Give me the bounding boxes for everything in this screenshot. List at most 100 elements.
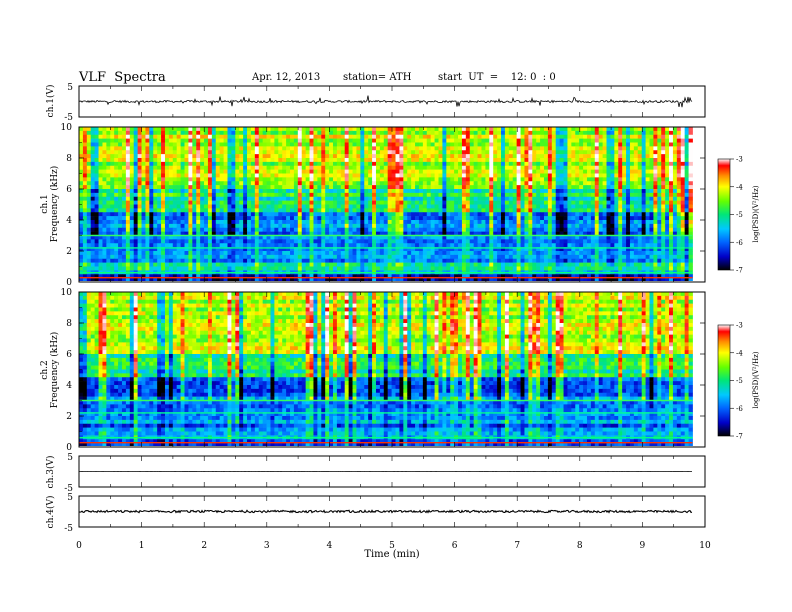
spectrogram-cell bbox=[282, 138, 287, 143]
spectrogram-cell bbox=[524, 239, 529, 244]
spectrogram-cell bbox=[250, 154, 256, 159]
spectrogram-cell bbox=[442, 146, 447, 151]
spectrogram-cell bbox=[485, 247, 490, 252]
spectrogram-cell bbox=[258, 239, 264, 244]
spectrogram-cell bbox=[536, 235, 541, 240]
spectrogram-cell bbox=[247, 142, 252, 147]
spectrogram-cell bbox=[497, 181, 502, 186]
spectrogram-cell bbox=[188, 223, 193, 229]
spectrogram-cell bbox=[106, 247, 111, 252]
spectrogram-cell bbox=[391, 181, 396, 186]
spectrogram-cell bbox=[512, 130, 518, 136]
spectrogram-cell bbox=[633, 192, 639, 198]
spectrogram-cell bbox=[543, 138, 549, 143]
figure-title: VLF Spectra bbox=[79, 70, 166, 85]
spectrogram-cell bbox=[571, 169, 576, 174]
spectrogram-cell bbox=[325, 196, 330, 201]
spectrogram-cell bbox=[364, 247, 369, 252]
spectrogram-cell bbox=[278, 130, 283, 136]
spectrogram-cell bbox=[172, 161, 178, 167]
spectrogram-cell bbox=[645, 158, 650, 163]
spectrogram-cell bbox=[356, 173, 361, 178]
spectrogram-cell bbox=[626, 127, 631, 132]
spectrogram-cell bbox=[501, 169, 506, 174]
spectrogram-cell bbox=[258, 247, 264, 252]
spectrogram-cell bbox=[121, 138, 127, 143]
spectrogram-cell bbox=[114, 154, 119, 159]
spectrogram-cell bbox=[606, 243, 611, 248]
spectrogram-cell bbox=[575, 200, 580, 205]
spectrogram-cell bbox=[188, 247, 193, 252]
spectrogram-cell bbox=[501, 235, 506, 240]
spectrogram-cell bbox=[497, 216, 502, 221]
spectrogram-cell bbox=[594, 165, 600, 170]
spectrogram-cell bbox=[90, 231, 96, 236]
spectrogram-cell bbox=[504, 165, 510, 170]
spectrogram-cell bbox=[313, 231, 318, 236]
spectrogram-cell bbox=[352, 235, 357, 240]
spectrogram-cell bbox=[657, 154, 662, 159]
spectrogram-cell bbox=[543, 169, 549, 174]
spectrogram-cell bbox=[196, 150, 201, 155]
spectrogram-cell bbox=[532, 146, 537, 151]
spectrogram-cell bbox=[586, 177, 592, 182]
spectrogram-cell bbox=[86, 243, 92, 248]
spectrogram-cell bbox=[364, 127, 369, 132]
spectrogram-cell bbox=[418, 227, 424, 232]
spectrogram-cell bbox=[297, 235, 303, 240]
spectrogram-cell bbox=[223, 165, 228, 170]
spectrogram-cell bbox=[493, 138, 498, 143]
spectrogram-cell bbox=[629, 142, 635, 147]
spectrogram-cell bbox=[82, 196, 88, 201]
spectrogram-cell bbox=[461, 208, 467, 213]
spectrogram-cell bbox=[543, 239, 549, 244]
spectrogram-cell bbox=[399, 223, 404, 229]
spectrogram-cell bbox=[192, 142, 197, 147]
spectrogram-cell bbox=[121, 239, 127, 244]
spectrogram-cell bbox=[133, 189, 139, 194]
spectrogram-cell bbox=[121, 150, 127, 155]
spectrogram-cell bbox=[188, 146, 193, 151]
spectrogram-cell bbox=[98, 158, 103, 163]
spectrogram-cell bbox=[633, 138, 639, 143]
spectrogram-cell bbox=[243, 208, 248, 213]
spectrogram-cell bbox=[438, 150, 443, 155]
spectrogram-cell bbox=[282, 223, 287, 229]
spectrogram-cell bbox=[254, 154, 260, 159]
spectrogram-cell bbox=[266, 150, 271, 155]
spectrogram-cell bbox=[524, 158, 529, 163]
spectrogram-cell bbox=[301, 154, 307, 159]
spectrogram-cell bbox=[250, 138, 256, 143]
spectrogram-cell bbox=[290, 227, 295, 232]
spectrogram-cell bbox=[610, 158, 615, 163]
spectrogram-cell bbox=[669, 223, 674, 229]
spectrogram-cell bbox=[172, 208, 178, 213]
spectrogram-cell bbox=[540, 177, 545, 182]
spectrogram-cell bbox=[278, 185, 283, 190]
spectrogram-cell bbox=[575, 185, 580, 190]
spectrogram-cell bbox=[129, 239, 135, 244]
spectrogram-cell bbox=[133, 192, 139, 198]
spectrogram-cell bbox=[204, 177, 209, 182]
spectrogram-cell bbox=[364, 212, 369, 217]
spectrogram-cell bbox=[501, 247, 506, 252]
spectrogram-cell bbox=[434, 243, 439, 248]
spectrogram-cell bbox=[430, 169, 435, 174]
spectrogram-cell bbox=[438, 227, 443, 232]
spectrogram-cell bbox=[243, 220, 248, 225]
spectrogram-cell bbox=[200, 150, 205, 155]
spectrogram-cell bbox=[528, 177, 533, 182]
spectrogram-cell bbox=[442, 231, 447, 236]
spectrogram-cell bbox=[516, 235, 521, 240]
spectrogram-cell bbox=[200, 146, 205, 151]
spectrogram-cell bbox=[121, 177, 127, 182]
spectrogram-cell bbox=[473, 220, 478, 225]
spectrogram-cell bbox=[657, 220, 662, 225]
spectrogram-cell bbox=[168, 173, 174, 178]
spectrogram-cell bbox=[313, 161, 318, 167]
spectrogram-cell bbox=[313, 134, 318, 139]
spectrogram-cell bbox=[223, 200, 228, 205]
spectrogram-cell bbox=[172, 216, 178, 221]
spectrogram-cell bbox=[450, 216, 455, 221]
spectrogram-cell bbox=[348, 208, 353, 213]
